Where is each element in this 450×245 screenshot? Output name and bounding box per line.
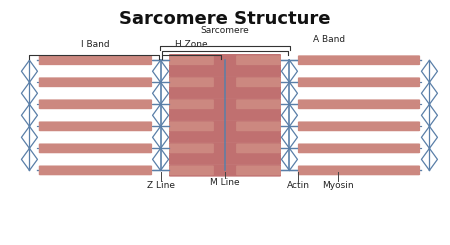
FancyBboxPatch shape — [298, 99, 420, 109]
FancyBboxPatch shape — [169, 99, 214, 109]
FancyBboxPatch shape — [169, 165, 214, 175]
FancyBboxPatch shape — [298, 144, 420, 153]
FancyBboxPatch shape — [298, 77, 420, 87]
FancyBboxPatch shape — [169, 98, 281, 110]
FancyBboxPatch shape — [39, 144, 152, 153]
FancyBboxPatch shape — [236, 122, 281, 131]
FancyBboxPatch shape — [169, 88, 281, 99]
FancyBboxPatch shape — [298, 165, 420, 175]
FancyBboxPatch shape — [169, 154, 281, 165]
Text: M Line: M Line — [210, 178, 240, 187]
FancyBboxPatch shape — [169, 76, 281, 88]
FancyBboxPatch shape — [169, 142, 281, 155]
Text: Actin: Actin — [287, 181, 310, 190]
Text: Z Line: Z Line — [147, 181, 175, 190]
FancyBboxPatch shape — [169, 77, 214, 87]
Text: Sarcomere: Sarcomere — [201, 26, 249, 35]
Text: I Band: I Band — [81, 40, 109, 49]
FancyBboxPatch shape — [169, 120, 281, 133]
FancyBboxPatch shape — [169, 164, 281, 177]
Text: H Zone: H Zone — [176, 40, 208, 49]
FancyBboxPatch shape — [39, 165, 152, 175]
FancyBboxPatch shape — [39, 77, 152, 87]
FancyBboxPatch shape — [169, 144, 214, 153]
FancyBboxPatch shape — [236, 144, 281, 153]
FancyBboxPatch shape — [236, 99, 281, 109]
FancyBboxPatch shape — [169, 132, 281, 143]
FancyBboxPatch shape — [236, 77, 281, 87]
FancyBboxPatch shape — [169, 122, 214, 131]
FancyBboxPatch shape — [39, 122, 152, 131]
FancyBboxPatch shape — [236, 165, 281, 175]
FancyBboxPatch shape — [39, 99, 152, 109]
FancyBboxPatch shape — [298, 55, 420, 65]
FancyBboxPatch shape — [169, 66, 281, 77]
FancyBboxPatch shape — [169, 55, 214, 65]
Text: Sarcomere Structure: Sarcomere Structure — [119, 10, 331, 28]
FancyBboxPatch shape — [39, 55, 152, 65]
Text: Myosin: Myosin — [323, 181, 354, 190]
FancyBboxPatch shape — [169, 54, 281, 66]
FancyBboxPatch shape — [236, 55, 281, 65]
Text: A Band: A Band — [313, 35, 346, 44]
FancyBboxPatch shape — [298, 122, 420, 131]
FancyBboxPatch shape — [169, 110, 281, 121]
